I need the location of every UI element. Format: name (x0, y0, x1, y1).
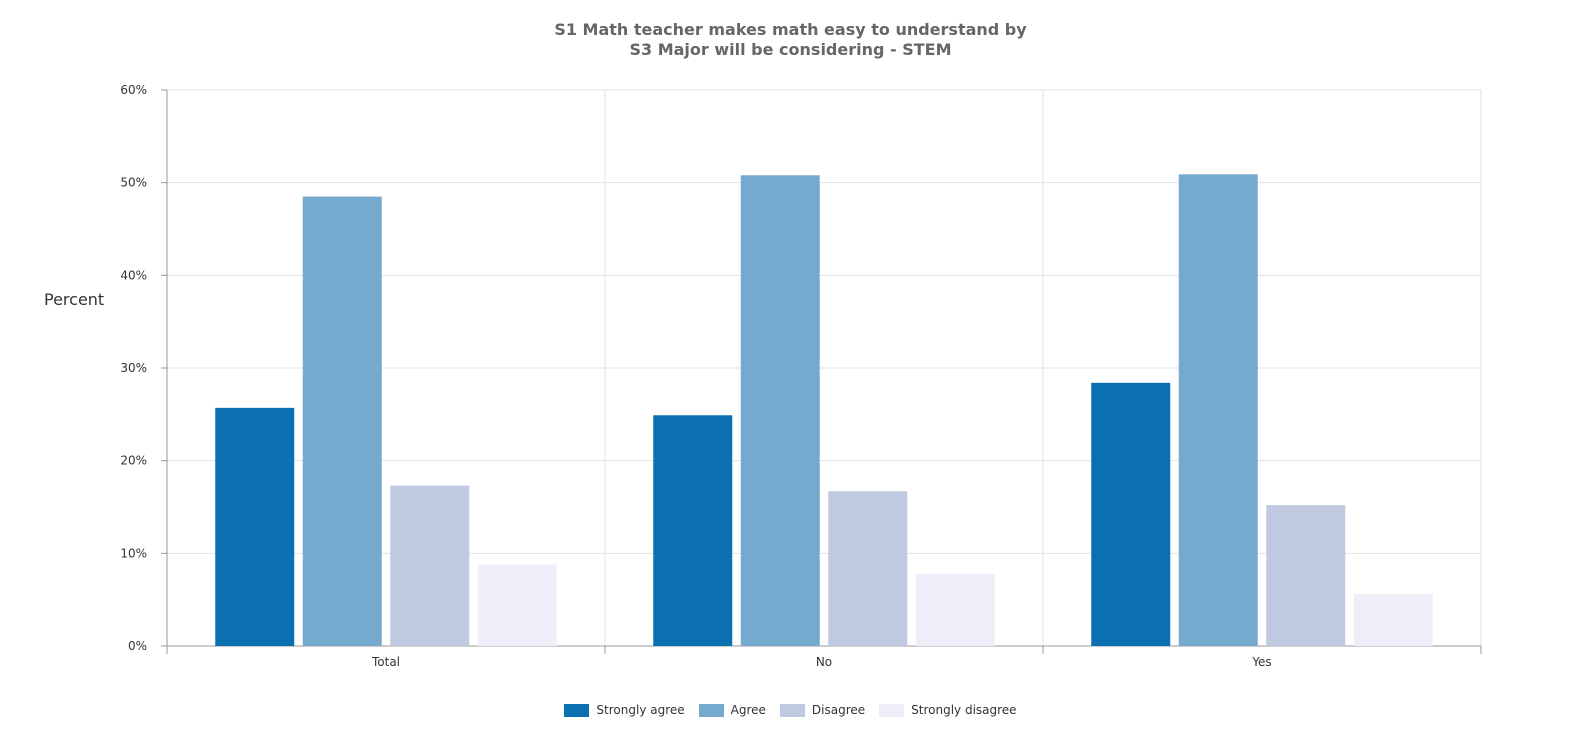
legend-label: Agree (730, 703, 766, 717)
legend: Strongly agree Agree Disagree Strongly disa… (0, 703, 1581, 717)
y-axis-label: Percent (44, 290, 105, 309)
bar (1091, 382, 1171, 646)
bar (215, 407, 295, 646)
x-tick-label: No (816, 655, 832, 669)
y-tick-label: 10% (120, 546, 147, 560)
legend-swatch (879, 703, 905, 717)
chart-title-line-2: S3 Major will be considering - STEM (629, 40, 952, 59)
legend-item[interactable]: Disagree (779, 703, 866, 717)
y-tick-label: 0% (128, 639, 147, 653)
y-tick-label: 40% (120, 268, 147, 282)
bar (1266, 505, 1346, 646)
legend-item[interactable]: Strongly agree (564, 703, 685, 717)
y-tick-label: 20% (120, 454, 147, 468)
y-tick-label: 50% (120, 176, 147, 190)
legend-label: Strongly disagree (911, 703, 1017, 717)
bar (915, 573, 995, 646)
bar (477, 564, 557, 646)
bar (653, 415, 733, 646)
y-tick-label: 30% (120, 361, 147, 375)
bar (1353, 594, 1433, 646)
x-tick-label: Total (371, 655, 400, 669)
chart-title-line-1: S1 Math teacher makes math easy to under… (554, 20, 1027, 39)
legend-swatch (564, 703, 590, 717)
bar (1178, 174, 1258, 646)
bar (302, 196, 382, 647)
legend-swatch (698, 703, 724, 717)
x-tick-label: Yes (1251, 655, 1271, 669)
bar (828, 491, 908, 646)
chart-title: S1 Math teacher makes math easy to under… (0, 20, 1581, 60)
legend-label: Disagree (811, 703, 866, 717)
legend-label: Strongly agree (596, 703, 685, 717)
legend-item[interactable]: Strongly disagree (879, 703, 1017, 717)
bar (740, 175, 820, 646)
bar (390, 485, 470, 646)
legend-swatch (779, 703, 805, 717)
y-tick-label: 60% (120, 83, 147, 97)
legend-item[interactable]: Agree (698, 703, 766, 717)
bar-chart: 0% 10% 20% 30% 40% 50% 60% Total No Yes (120, 83, 1482, 669)
